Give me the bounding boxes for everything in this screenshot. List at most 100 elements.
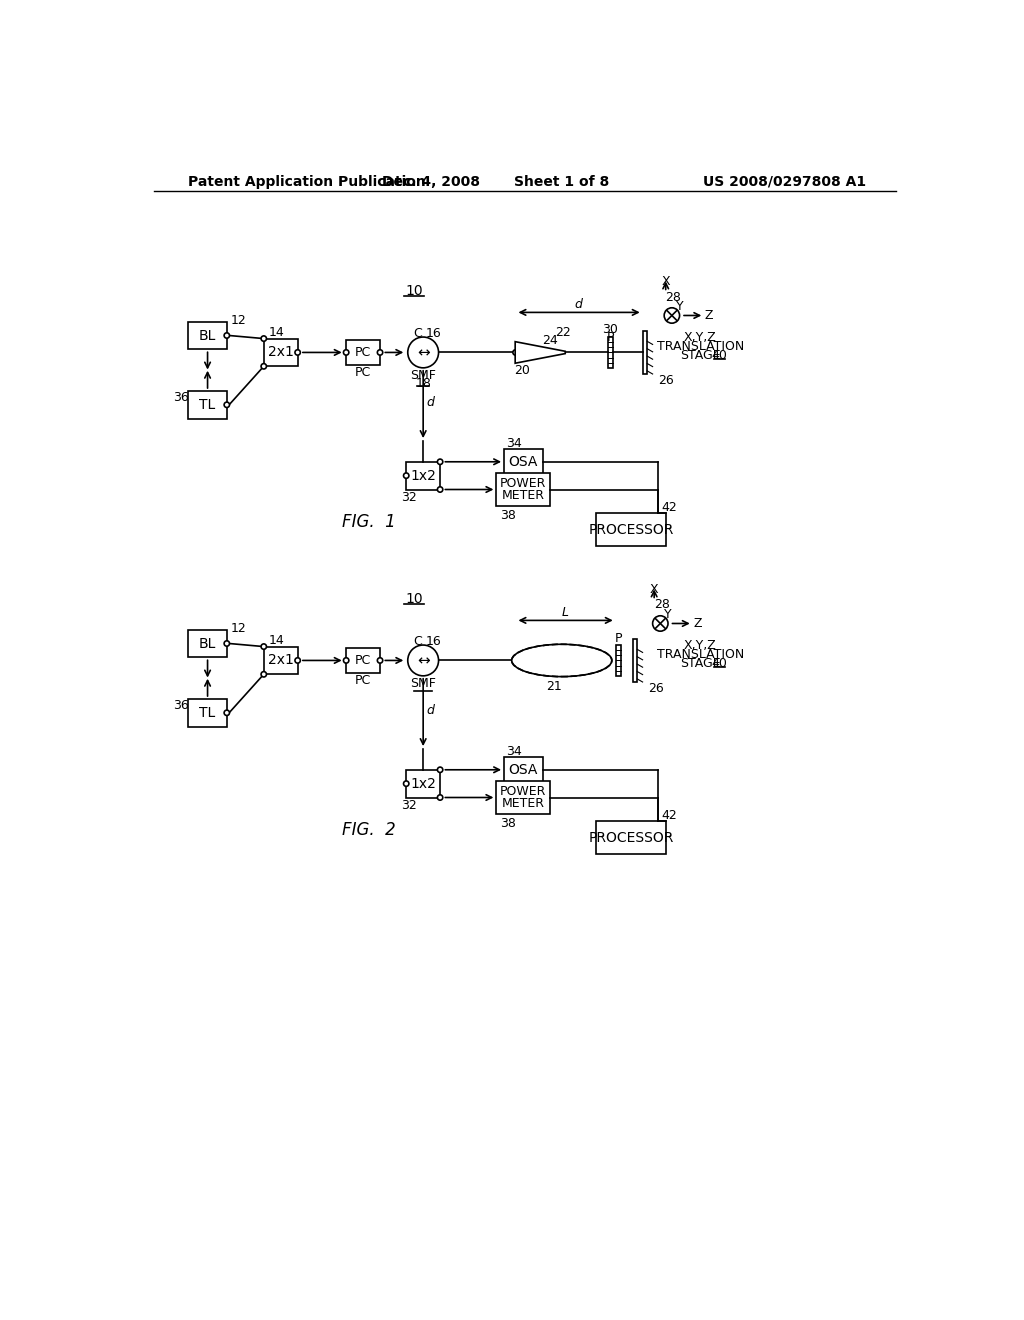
Bar <box>633 639 637 682</box>
Circle shape <box>343 350 349 355</box>
Circle shape <box>513 657 518 663</box>
Circle shape <box>437 767 442 772</box>
Text: 38: 38 <box>500 510 516 523</box>
Text: 40: 40 <box>712 657 727 671</box>
Circle shape <box>403 781 409 787</box>
Text: 16: 16 <box>426 635 441 648</box>
Circle shape <box>224 640 229 647</box>
Circle shape <box>652 615 668 631</box>
Text: 14: 14 <box>269 326 285 339</box>
Text: 34: 34 <box>506 744 522 758</box>
Polygon shape <box>515 342 565 363</box>
Bar <box>596 821 666 854</box>
Circle shape <box>261 644 266 649</box>
Text: X: X <box>650 583 658 597</box>
Circle shape <box>224 710 229 715</box>
Bar <box>188 630 226 657</box>
Text: 36: 36 <box>173 391 188 404</box>
Bar <box>264 339 298 367</box>
Text: Z: Z <box>693 616 701 630</box>
Text: OSA: OSA <box>509 763 538 776</box>
Text: 24: 24 <box>543 334 558 347</box>
Text: 38: 38 <box>500 817 516 830</box>
Text: L: L <box>562 606 569 619</box>
Circle shape <box>665 308 680 323</box>
Text: STAGE: STAGE <box>680 657 721 671</box>
Text: P: P <box>615 632 623 645</box>
Text: d: d <box>426 396 434 409</box>
Circle shape <box>437 487 442 492</box>
Bar <box>346 648 380 673</box>
Circle shape <box>343 657 349 663</box>
Text: 10: 10 <box>406 591 423 606</box>
Text: Y: Y <box>676 300 683 313</box>
Bar <box>188 700 226 726</box>
Text: 18: 18 <box>415 376 431 389</box>
Circle shape <box>378 657 383 663</box>
Circle shape <box>378 350 383 355</box>
Text: BL: BL <box>199 636 216 651</box>
Text: X,Y,Z: X,Y,Z <box>684 639 717 652</box>
Text: PROCESSOR: PROCESSOR <box>589 523 674 536</box>
Circle shape <box>224 333 229 338</box>
Text: 34: 34 <box>506 437 522 450</box>
Text: 10: 10 <box>406 284 423 298</box>
Text: PC: PC <box>355 346 372 359</box>
Circle shape <box>403 473 409 478</box>
Text: POWER: POWER <box>500 785 547 797</box>
Text: d: d <box>426 704 434 717</box>
Text: 42: 42 <box>662 809 678 822</box>
Text: 1x2: 1x2 <box>411 469 436 483</box>
Text: 26: 26 <box>658 374 675 387</box>
Bar <box>497 473 550 507</box>
Text: 21: 21 <box>546 680 562 693</box>
Text: BL: BL <box>199 329 216 342</box>
Bar <box>188 322 226 350</box>
Text: FIG.  2: FIG. 2 <box>342 821 396 838</box>
Text: ↔: ↔ <box>417 345 429 360</box>
Circle shape <box>408 337 438 368</box>
Circle shape <box>261 363 266 370</box>
Text: 32: 32 <box>401 799 417 812</box>
Text: Z: Z <box>705 309 713 322</box>
Text: POWER: POWER <box>500 477 547 490</box>
Text: Y: Y <box>665 607 672 620</box>
Text: METER: METER <box>502 490 545 502</box>
Bar <box>596 512 666 546</box>
Circle shape <box>408 645 438 676</box>
Bar <box>407 770 440 797</box>
Text: 1x2: 1x2 <box>411 776 436 791</box>
Text: 12: 12 <box>230 314 247 326</box>
Text: TL: TL <box>200 706 216 719</box>
Circle shape <box>261 335 266 342</box>
Text: 32: 32 <box>401 491 417 504</box>
Text: C: C <box>414 635 422 648</box>
Text: ↔: ↔ <box>417 653 429 668</box>
Text: METER: METER <box>502 797 545 810</box>
Text: X,Y,Z: X,Y,Z <box>684 330 717 343</box>
Text: 42: 42 <box>662 502 678 515</box>
Text: 2x1: 2x1 <box>267 653 294 668</box>
Bar <box>188 391 226 418</box>
Bar <box>643 331 647 374</box>
Circle shape <box>437 459 442 465</box>
Text: 28: 28 <box>654 598 670 611</box>
Text: 20: 20 <box>514 364 529 378</box>
Text: C: C <box>414 327 422 341</box>
Circle shape <box>513 350 518 355</box>
Text: SMF: SMF <box>411 370 436 381</box>
Ellipse shape <box>512 644 611 677</box>
Text: d: d <box>574 298 583 312</box>
Bar <box>607 337 613 368</box>
Text: 12: 12 <box>230 622 247 635</box>
Text: FIG.  1: FIG. 1 <box>342 513 396 531</box>
Text: 30: 30 <box>602 323 618 335</box>
Text: 40: 40 <box>712 348 727 362</box>
Bar <box>616 645 622 676</box>
Text: TL: TL <box>200 397 216 412</box>
Circle shape <box>437 795 442 800</box>
Text: PC: PC <box>355 675 372 686</box>
Text: TRANSLATION: TRANSLATION <box>656 339 744 352</box>
Text: Patent Application Publication: Patent Application Publication <box>188 174 426 189</box>
Text: 22: 22 <box>555 326 571 339</box>
